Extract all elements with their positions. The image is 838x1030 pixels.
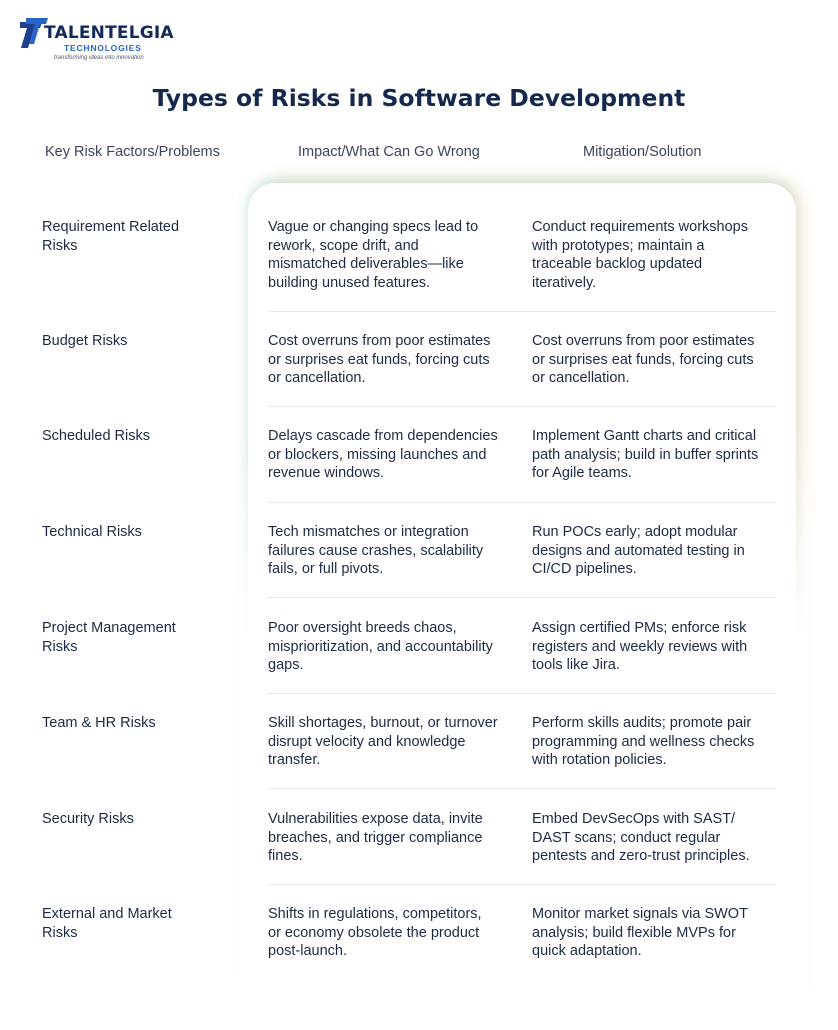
impact-cell: Tech mismatches or integration failures … [268,524,484,577]
mitigation-cell: Monitor market signals via SWOT analysis… [532,906,748,959]
impact-cell: Delays cascade from dependencies or bloc… [268,428,498,481]
row-divider [268,597,776,598]
risk-factor-cell: External and Market Risks [42,906,172,941]
column-header-risk-factors: Key Risk Factors/Problems [45,144,220,160]
talentelgia-logo-mark-icon [20,18,48,48]
row-divider [268,311,776,312]
row-divider [268,788,776,789]
row-divider [268,693,776,694]
mitigation-cell: Perform skills audits; promote pair prog… [532,715,755,768]
impact-cell: Cost overruns from poor estimates or sur… [268,333,491,386]
brand-name: TALENTELGIA [44,23,174,43]
mitigation-cell: Assign certified PMs; enforce risk regis… [532,620,748,673]
impact-cell: Poor oversight breeds chaos, misprioriti… [268,620,493,673]
brand-tagline: transforming ideas into innovation [54,55,144,61]
row-divider [268,884,776,885]
mitigation-cell: Run POCs early; adopt modular designs an… [532,524,745,577]
highlight-card-fade [238,430,808,1030]
impact-cell: Vulnerabilities expose data, invite brea… [268,811,483,864]
mitigation-cell: Implement Gantt charts and critical path… [532,428,759,481]
brand-sub: TECHNOLOGIES [64,43,142,53]
row-divider [268,406,776,407]
mitigation-cell: Cost overruns from poor estimates or sur… [532,333,755,386]
risk-factor-cell: Security Risks [42,811,134,827]
column-header-impact: Impact/What Can Go Wrong [298,144,480,160]
mitigation-cell: Embed DevSecOps with SAST/ DAST scans; c… [532,811,750,864]
column-header-mitigation: Mitigation/Solution [583,144,702,160]
impact-cell: Vague or changing specs lead to rework, … [268,219,479,291]
risk-factor-cell: Team & HR Risks [42,715,156,731]
mitigation-cell: Conduct requirements workshops with prot… [532,219,748,291]
impact-cell: Shifts in regulations, competitors, or e… [268,906,482,959]
page-title: Types of Risks in Software Development [152,84,686,112]
risk-factor-cell: Technical Risks [42,524,142,540]
risk-factor-cell: Project Management Risks [42,620,176,655]
row-divider [268,502,776,503]
impact-cell: Skill shortages, burnout, or turnover di… [268,715,498,768]
brand-logo: TALENTELGIA TECHNOLOGIES transforming id… [20,18,180,66]
risk-factor-cell: Requirement Related Risks [42,219,180,254]
risk-factor-cell: Scheduled Risks [42,428,150,444]
risk-factor-cell: Budget Risks [42,333,128,349]
